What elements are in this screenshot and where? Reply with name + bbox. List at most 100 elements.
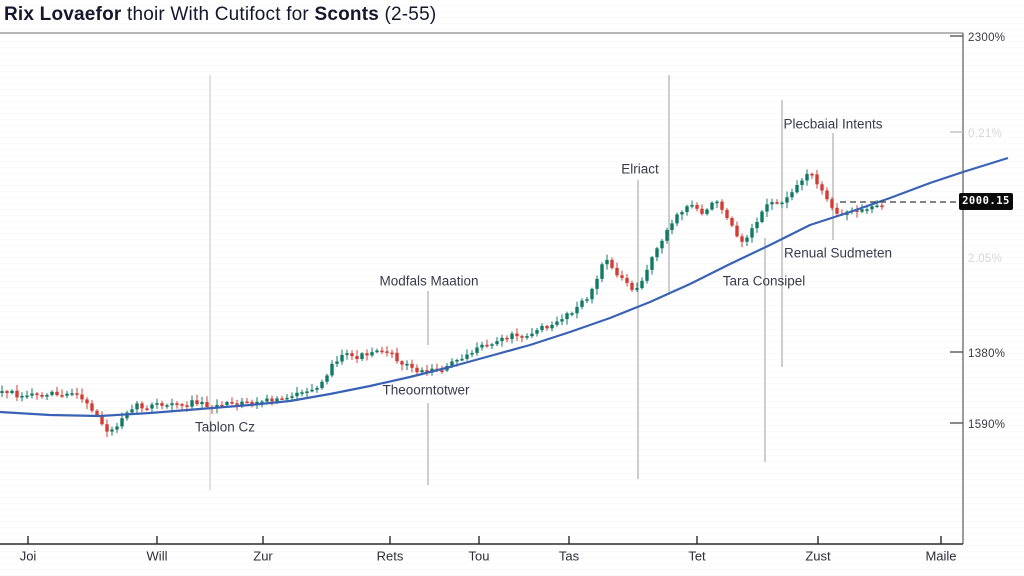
candle-body <box>360 353 364 360</box>
candle-body <box>35 393 39 396</box>
candle-body <box>365 353 369 356</box>
candle-body <box>535 330 539 334</box>
candle-body <box>300 392 304 394</box>
candle-body <box>160 403 164 406</box>
candle-body <box>515 333 519 337</box>
candle-body <box>165 405 169 407</box>
candle-body <box>220 404 224 407</box>
candle-body <box>675 214 679 224</box>
candle-body <box>755 221 759 229</box>
candle-body <box>105 424 109 432</box>
candle-body <box>70 393 74 395</box>
candle-body <box>775 202 779 204</box>
candle-body <box>355 356 359 360</box>
candle-body <box>205 402 209 408</box>
candle-body <box>565 313 569 320</box>
candle-body <box>820 184 824 191</box>
candle-body <box>540 325 544 331</box>
candle-body <box>225 402 229 405</box>
candle-body <box>135 403 139 410</box>
candle-body <box>415 367 419 373</box>
candle-body <box>705 209 709 214</box>
candle-body <box>465 354 469 359</box>
candle-body <box>420 370 424 373</box>
candle-body <box>315 388 319 390</box>
candle-body <box>140 403 144 409</box>
candle-body <box>720 201 724 210</box>
candle-body <box>235 403 239 405</box>
candle-body <box>115 426 119 430</box>
candle-body <box>485 344 489 347</box>
candle-body <box>870 206 874 210</box>
candle-body <box>325 375 329 382</box>
candle-body <box>785 197 789 203</box>
candle-body <box>875 205 879 208</box>
candle-body <box>600 264 604 279</box>
candle-body <box>25 395 29 398</box>
candle-body <box>15 390 19 398</box>
candle-body <box>790 192 794 198</box>
candle-body <box>695 204 699 209</box>
title-regular-2: (2-55) <box>379 4 437 25</box>
candle-body <box>470 352 474 355</box>
candle-body <box>760 211 764 222</box>
candle-body <box>835 207 839 214</box>
candle-body <box>510 333 514 340</box>
candle-body <box>270 398 274 402</box>
candle-body <box>595 278 599 289</box>
last-price-badge: 2000.15 <box>959 193 1013 210</box>
candle-body <box>380 350 384 353</box>
candle-body <box>410 363 414 368</box>
candle-body <box>500 337 504 342</box>
title-regular-1: thoir With Cutifoct for <box>121 4 315 25</box>
candle-body <box>0 391 4 393</box>
candle-body <box>285 397 289 400</box>
candle-body <box>655 248 659 258</box>
candle-body <box>45 394 49 397</box>
candle-body <box>370 352 374 356</box>
candle-body <box>275 398 279 402</box>
candle-body <box>90 403 94 411</box>
candle-body <box>335 361 339 364</box>
candle-body <box>390 352 394 355</box>
candle-body <box>480 344 484 348</box>
candle-body <box>570 313 574 315</box>
candle-body <box>725 209 729 219</box>
candle-body <box>455 359 459 362</box>
candle-body <box>395 352 399 362</box>
title-bold-2: Sconts <box>314 4 379 25</box>
candle-body <box>830 199 834 208</box>
candle-body <box>530 333 534 337</box>
candle-body <box>145 408 149 411</box>
candle-body <box>10 390 14 394</box>
candle-body <box>60 395 64 397</box>
candle-body <box>110 429 114 432</box>
candle-body <box>200 402 204 405</box>
candle-body <box>740 236 744 242</box>
candle-body <box>490 344 494 346</box>
candle-body <box>520 336 524 338</box>
candle-body <box>245 401 249 404</box>
candle-body <box>650 257 654 270</box>
candle-body <box>810 173 814 176</box>
candle-body <box>750 228 754 238</box>
candle-body <box>680 212 684 215</box>
candle-body <box>310 389 314 392</box>
candle-body <box>400 361 404 365</box>
candle-body <box>800 180 804 186</box>
candle-body <box>735 225 739 237</box>
candle-body <box>130 409 134 413</box>
candle-body <box>505 337 509 340</box>
candle-body <box>825 190 829 200</box>
candle-body <box>120 418 124 427</box>
candle-body <box>765 204 769 212</box>
candle-body <box>860 209 864 212</box>
candle-body <box>150 404 154 409</box>
candle-body <box>75 393 79 395</box>
candle-body <box>175 403 179 405</box>
candle-body <box>100 416 104 425</box>
candle-body <box>195 400 199 405</box>
candle-body <box>635 288 639 290</box>
candle-body <box>560 319 564 322</box>
